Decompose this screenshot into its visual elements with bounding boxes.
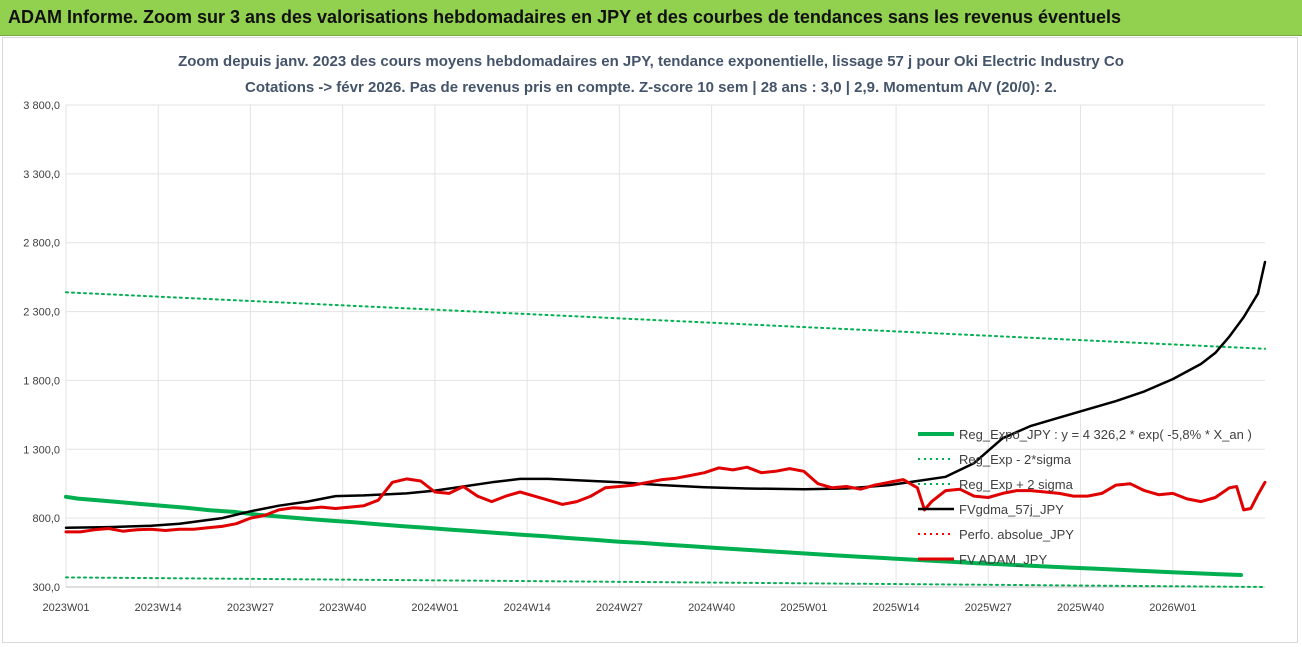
y-tick-label: 2 300,0: [23, 307, 60, 319]
y-tick-label: 300,0: [32, 582, 60, 594]
y-tick-label: 800,0: [32, 513, 60, 525]
x-tick-label: 2024W27: [596, 602, 643, 614]
chart-subtitle: Cotations -> févr 2026. Pas de revenus p…: [245, 79, 1057, 96]
series-line: [64, 465, 1267, 534]
banner-title: ADAM Informe. Zoom sur 3 ans des valoris…: [8, 7, 1122, 27]
x-tick-label: 2024W01: [411, 602, 458, 614]
chart-title: Zoom depuis janv. 2023 des cours moyens …: [178, 53, 1124, 70]
legend-label: FV ADAM_JPY: [959, 552, 1047, 567]
chart-frame: [2, 37, 1298, 643]
legend-label: Reg_Expo_JPY : y = 4 326,2 * exp( -5,8% …: [959, 427, 1252, 442]
legend-label: Perfo. absolue_JPY: [959, 527, 1074, 542]
x-tick-label: 2025W01: [780, 602, 827, 614]
y-tick-label: 3 300,0: [23, 169, 60, 181]
x-tick-label: 2025W40: [1057, 602, 1104, 614]
x-tick-label: 2023W14: [135, 602, 182, 614]
series-lines: [64, 260, 1267, 588]
x-tick-label: 2024W14: [504, 602, 551, 614]
x-tick-label: 2023W40: [319, 602, 366, 614]
x-tick-label: 2026W01: [1149, 602, 1196, 614]
y-tick-label: 1 300,0: [23, 444, 60, 456]
gridlines: [65, 104, 1265, 588]
x-tick-label: 2023W27: [227, 602, 274, 614]
series-line: [64, 260, 1267, 530]
series-line: [65, 576, 1266, 588]
x-tick-label: 2025W14: [873, 602, 920, 614]
y-tick-label: 3 800,0: [23, 100, 60, 112]
x-tick-label: 2023W01: [42, 602, 89, 614]
y-tick-label: 2 800,0: [23, 238, 60, 250]
series-line: [65, 291, 1266, 350]
legend-label: FVgdma_57j_JPY: [959, 502, 1064, 517]
y-tick-label: 1 800,0: [23, 375, 60, 387]
legend-label: Reg_Exp - 2*sigma: [959, 452, 1072, 467]
legend-label: Reg_Exp + 2 sigma: [959, 477, 1074, 492]
x-axis: 2023W01 2023W14 2023W27 2023W40 2024W01 2024W…: [42, 602, 1196, 614]
x-tick-label: 2024W40: [688, 602, 735, 614]
y-axis: 300,0 800,0 1 300,0 1 800,0 2 300,0 2 800,0 3 …: [23, 100, 60, 594]
x-tick-label: 2025W27: [965, 602, 1012, 614]
legend: Reg_Expo_JPY : y = 4 326,2 * exp( -5,8% …: [918, 427, 1252, 567]
report-banner: ADAM Informe. Zoom sur 3 ans des valoris…: [0, 0, 1302, 36]
